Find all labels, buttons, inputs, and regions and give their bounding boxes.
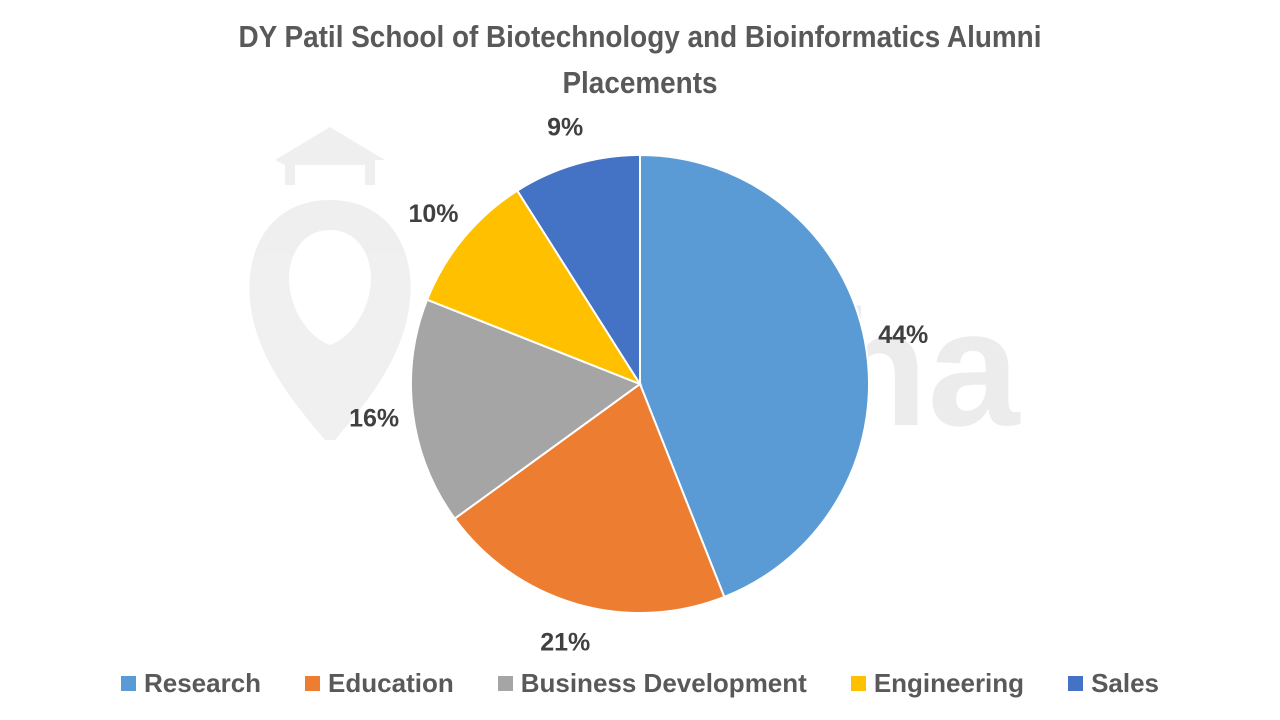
legend: Research Education Business Development … xyxy=(0,668,1280,699)
legend-item-education: Education xyxy=(305,668,454,699)
data-label-research: 44% xyxy=(878,321,928,349)
legend-item-sales: Sales xyxy=(1068,668,1159,699)
legend-swatch-education xyxy=(305,676,321,691)
data-label-education: 21% xyxy=(540,628,590,656)
pie-slice-engineering xyxy=(425,189,643,387)
pie-slice-education xyxy=(453,382,726,614)
data-label-sales: 9% xyxy=(547,114,583,142)
legend-item-engineering: Engineering xyxy=(850,668,1025,699)
legend-label-engineering: Engineering xyxy=(873,668,1025,698)
data-label-business-development: 16% xyxy=(349,405,399,433)
legend-label-business-development: Business Development xyxy=(520,668,807,698)
legend-swatch-research xyxy=(120,676,136,691)
chart-title-line-1: DY Patil School of Biotechnology and Bio… xyxy=(238,19,1042,54)
chart-title: DY Patil School of Biotechnology and Bio… xyxy=(64,14,1216,106)
legend-swatch-engineering xyxy=(850,676,866,691)
legend-label-education: Education xyxy=(328,668,454,698)
legend-item-research: Research xyxy=(120,668,262,699)
pie-slice-research xyxy=(639,153,871,599)
pie-slice-business-development xyxy=(410,298,643,521)
pie-slice-sales xyxy=(515,153,641,388)
legend-swatch-sales xyxy=(1068,676,1084,691)
data-label-engineering: 10% xyxy=(408,200,458,228)
legend-item-business-development: Business Development xyxy=(497,668,807,699)
legend-label-research: Research xyxy=(143,668,262,698)
chart-title-line-2: Placements xyxy=(562,65,718,100)
legend-label-sales: Sales xyxy=(1091,668,1160,698)
legend-swatch-business-development xyxy=(497,676,513,691)
